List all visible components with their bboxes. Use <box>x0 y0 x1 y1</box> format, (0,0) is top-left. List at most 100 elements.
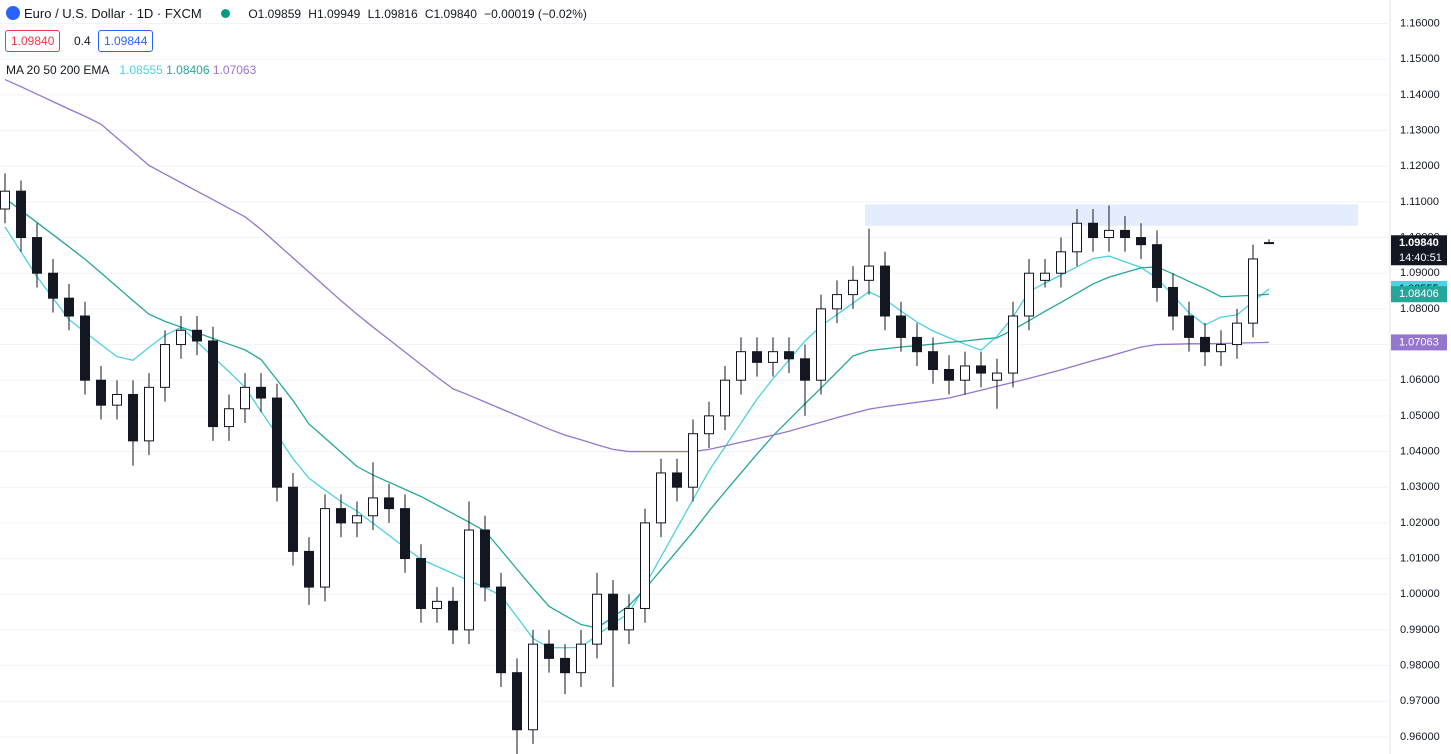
candle-body <box>1008 315 1018 374</box>
y-tick-label: 1.13000 <box>1400 124 1440 136</box>
candle-body <box>528 643 538 731</box>
high-value: H1.09949 <box>308 7 361 21</box>
price-badge <box>1391 334 1447 351</box>
spread: 0.4 <box>74 34 91 48</box>
candle-body <box>768 351 778 363</box>
candle-body <box>208 340 218 428</box>
candle-body <box>544 643 554 659</box>
candle-body <box>192 329 202 342</box>
price-badge-label: 1.07063 <box>1399 336 1439 348</box>
candle-body <box>1184 315 1194 338</box>
y-tick-label: 1.12000 <box>1400 160 1440 172</box>
candle-body <box>96 379 106 406</box>
candle-body <box>640 522 650 609</box>
y-tick-label: 0.96000 <box>1400 731 1440 743</box>
candle-body <box>656 472 666 524</box>
moving-average <box>4 78 1270 453</box>
candle-body <box>704 415 714 435</box>
candle-body <box>912 336 922 353</box>
candle-body <box>304 550 314 588</box>
candle-body <box>832 294 842 310</box>
y-tick-label: 1.00000 <box>1400 588 1440 600</box>
symbol[interactable]: Euro / U.S. Dollar · 1D · FXCM <box>24 6 202 21</box>
y-tick-label: 1.09000 <box>1400 267 1440 279</box>
candle-body <box>624 607 634 631</box>
candle-body <box>240 386 250 410</box>
y-tick-label: 1.05000 <box>1400 410 1440 422</box>
y-tick-label: 1.11000 <box>1400 196 1439 208</box>
candle-body <box>992 372 1002 381</box>
candle-body <box>1136 237 1146 246</box>
candle-body <box>368 497 378 517</box>
candle-body <box>1248 258 1258 324</box>
indicator-legend: MA 20 50 200 EMA 1.08555 1.08406 1.07063 <box>6 63 256 77</box>
candle-body <box>32 237 42 274</box>
candle-body <box>416 558 426 609</box>
candle-body <box>672 472 682 488</box>
candle-body <box>1072 222 1082 253</box>
sell-button[interactable]: 1.09840 <box>5 30 61 52</box>
candle-body <box>224 408 234 428</box>
last-price-label: 1.09840 <box>1399 237 1439 249</box>
moving-average <box>4 197 1270 629</box>
indicator-value: 1.08406 <box>166 63 210 77</box>
y-tick-label: 1.02000 <box>1400 517 1440 529</box>
candle-body <box>1088 222 1098 239</box>
y-tick-label: 1.08000 <box>1400 303 1440 315</box>
candle-body <box>1216 344 1226 353</box>
symbol-icon <box>6 6 20 20</box>
candle-body <box>464 529 474 631</box>
buy-button[interactable]: 1.09844 <box>98 30 154 52</box>
y-tick-label: 1.01000 <box>1400 552 1440 564</box>
candle-body <box>64 297 74 317</box>
candle-body <box>880 265 890 317</box>
candle-body <box>160 344 170 388</box>
candle-body <box>592 593 602 645</box>
candle-body <box>16 190 26 239</box>
candle-body <box>1264 242 1274 245</box>
candle-body <box>928 351 938 371</box>
candle-body <box>896 315 906 338</box>
candle-body <box>256 386 266 399</box>
market-status[interactable] <box>221 9 231 18</box>
candle-body <box>352 515 362 524</box>
candle-body <box>432 600 442 609</box>
candle-body <box>336 508 346 524</box>
candle-body <box>576 643 586 674</box>
indicator-title[interactable]: MA 20 50 200 EMA <box>6 63 110 77</box>
candle-body <box>448 600 458 631</box>
candle-body <box>608 593 618 631</box>
symbol-row: Euro / U.S. Dollar · 1D · FXCM O1.09859 … <box>6 6 587 21</box>
candle-body <box>512 672 522 731</box>
y-tick-label: 1.15000 <box>1400 53 1440 65</box>
last-price-badge <box>1391 235 1447 266</box>
y-tick-label: 0.97000 <box>1400 695 1440 707</box>
candle-body <box>864 265 874 281</box>
candle-body <box>800 358 810 381</box>
open-value: O1.09859 <box>248 7 302 21</box>
y-tick-label: 0.99000 <box>1400 624 1440 636</box>
candle-body <box>288 486 298 552</box>
y-tick-label: 1.14000 <box>1400 89 1440 101</box>
indicator-value: 1.08555 <box>119 63 163 77</box>
candle-body <box>272 397 282 488</box>
candle-body <box>960 365 970 381</box>
y-tick-label: 0.98000 <box>1400 659 1440 671</box>
candle-body <box>736 351 746 381</box>
low-value: L1.09816 <box>367 7 418 21</box>
candle-body <box>720 379 730 417</box>
candle-body <box>1024 272 1034 317</box>
candle-body <box>480 529 490 588</box>
y-tick-label: 1.06000 <box>1400 374 1440 386</box>
indicator-value: 1.07063 <box>212 63 257 77</box>
candle-body <box>816 308 826 381</box>
candle-body <box>320 508 330 588</box>
candle-body <box>848 279 858 296</box>
price-badge-label: 1.08406 <box>1399 288 1439 300</box>
candle-body <box>384 497 394 510</box>
candle-body <box>0 190 10 210</box>
change-value: −0.00019 (−0.02%) <box>484 7 587 21</box>
moving-average <box>4 226 1270 649</box>
candle-body <box>1152 244 1162 288</box>
candle-body <box>976 365 986 374</box>
